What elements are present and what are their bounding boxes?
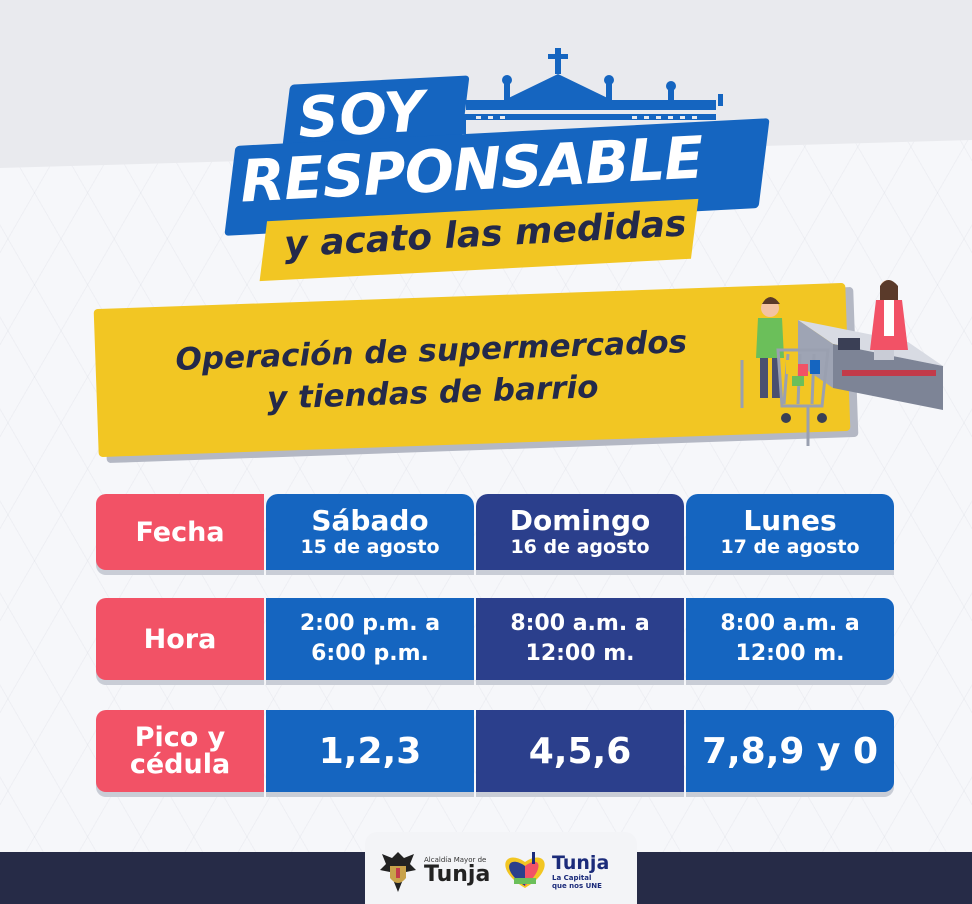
row-label-pico: Pico y cédula bbox=[96, 710, 264, 792]
alcaldia-tunja: Tunja bbox=[424, 862, 491, 887]
hour-line1: 2:00 p.m. a bbox=[299, 611, 441, 636]
alcaldia-label: Alcaldía Mayor de bbox=[424, 856, 487, 864]
tunja-slogan: La Capital que nos UNE bbox=[552, 874, 602, 890]
hour-cell-domingo: 8:00 a.m. a 12:00 m. bbox=[476, 598, 684, 680]
day-header-domingo: Domingo 16 de agosto bbox=[476, 494, 684, 570]
row-label-pico-line2: cédula bbox=[129, 749, 231, 780]
row-label-pico-line1: Pico y bbox=[134, 722, 226, 753]
tunja-heart-logo-icon bbox=[505, 852, 545, 888]
day-name: Domingo bbox=[509, 504, 651, 537]
coat-of-arms-icon bbox=[380, 852, 416, 892]
row-label-hora: Hora bbox=[96, 598, 264, 680]
pico-cell-domingo: 4,5,6 bbox=[476, 710, 684, 792]
hour-line2: 6:00 p.m. bbox=[311, 641, 429, 666]
hour-line1: 8:00 a.m. a bbox=[510, 611, 650, 636]
pico-cell-lunes: 7,8,9 y 0 bbox=[686, 710, 894, 792]
day-header-lunes: Lunes 17 de agosto bbox=[686, 494, 894, 570]
day-date: 15 de agosto bbox=[300, 536, 440, 558]
church-icon bbox=[460, 48, 723, 134]
day-date: 16 de agosto bbox=[510, 536, 650, 558]
hour-line2: 12:00 m. bbox=[525, 641, 635, 666]
pico-digits: 4,5,6 bbox=[528, 730, 632, 772]
hour-cell-lunes: 8:00 a.m. a 12:00 m. bbox=[686, 598, 894, 680]
day-header-sabado: Sábado 15 de agosto bbox=[266, 494, 474, 570]
hour-cell-sabado: 2:00 p.m. a 6:00 p.m. bbox=[266, 598, 474, 680]
hour-line2: 12:00 m. bbox=[735, 641, 845, 666]
day-name: Lunes bbox=[743, 504, 837, 537]
tunja-logo-text: Tunja bbox=[552, 852, 610, 874]
row-label-fecha: Fecha bbox=[96, 494, 264, 570]
day-name: Sábado bbox=[311, 504, 429, 537]
pico-digits: 7,8,9 y 0 bbox=[701, 730, 879, 772]
day-date: 17 de agosto bbox=[720, 536, 860, 558]
supermarket-illustration-icon bbox=[740, 280, 943, 446]
row-label-fecha-text: Fecha bbox=[135, 516, 225, 548]
pico-cell-sabado: 1,2,3 bbox=[266, 710, 474, 792]
hour-line1: 8:00 a.m. a bbox=[720, 611, 860, 636]
row-label-hora-text: Hora bbox=[143, 623, 217, 655]
pico-digits: 1,2,3 bbox=[318, 730, 422, 772]
